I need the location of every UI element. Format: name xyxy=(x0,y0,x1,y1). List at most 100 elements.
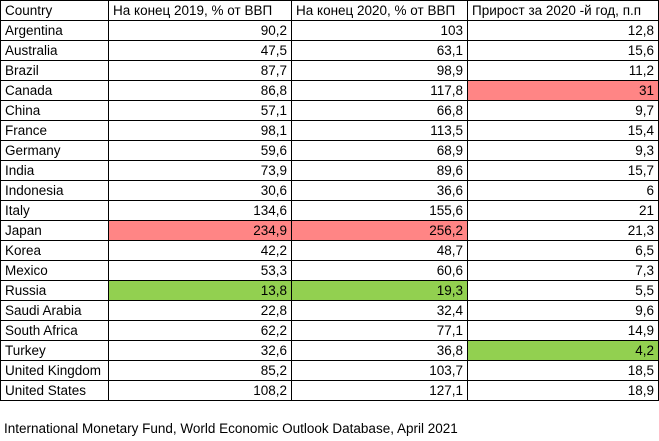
y2019-cell[interactable]: 53,3 xyxy=(108,260,292,281)
country-cell[interactable]: Indonesia xyxy=(0,180,109,201)
table-row: Korea 42,2 48,7 6,5 xyxy=(0,240,659,261)
header-growth[interactable]: Прирост за 2020 -й год, п.п xyxy=(467,0,659,21)
y2019-cell[interactable]: 108,2 xyxy=(108,380,292,401)
growth-cell[interactable]: 6,5 xyxy=(467,240,659,261)
header-country[interactable]: Country xyxy=(0,0,109,21)
growth-cell[interactable]: 18,5 xyxy=(467,360,659,381)
y2019-cell[interactable]: 98,1 xyxy=(108,120,292,141)
y2020-cell[interactable]: 19,3 xyxy=(291,280,468,301)
y2020-cell[interactable]: 155,6 xyxy=(291,200,468,221)
y2020-cell[interactable]: 113,5 xyxy=(291,120,468,141)
y2019-cell[interactable]: 73,9 xyxy=(108,160,292,181)
country-cell[interactable]: Australia xyxy=(0,40,109,61)
growth-cell[interactable]: 31 xyxy=(467,80,659,101)
y2019-cell[interactable]: 234,9 xyxy=(108,220,292,241)
country-cell[interactable]: Brazil xyxy=(0,60,109,81)
country-cell[interactable]: Argentina xyxy=(0,20,109,41)
y2019-cell[interactable]: 86,8 xyxy=(108,80,292,101)
y2020-cell[interactable]: 89,6 xyxy=(291,160,468,181)
country-cell[interactable]: India xyxy=(0,160,109,181)
table-row: Australia 47,5 63,1 15,6 xyxy=(0,40,659,61)
table-row: Canada 86,8 117,8 31 xyxy=(0,80,659,101)
y2019-cell[interactable]: 59,6 xyxy=(108,140,292,161)
y2020-cell[interactable]: 63,1 xyxy=(291,40,468,61)
y2019-cell[interactable]: 47,5 xyxy=(108,40,292,61)
y2020-cell[interactable]: 48,7 xyxy=(291,240,468,261)
y2019-cell[interactable]: 85,2 xyxy=(108,360,292,381)
growth-cell[interactable]: 15,6 xyxy=(467,40,659,61)
growth-cell[interactable]: 11,2 xyxy=(467,60,659,81)
table-row: Mexico 53,3 60,6 7,3 xyxy=(0,260,659,281)
country-cell[interactable]: Italy xyxy=(0,200,109,221)
country-cell[interactable]: Russia xyxy=(0,280,109,301)
country-cell[interactable]: South Africa xyxy=(0,320,109,341)
table-row: Turkey 32,6 36,8 4,2 xyxy=(0,340,659,361)
growth-cell[interactable]: 5,5 xyxy=(467,280,659,301)
y2020-cell[interactable]: 68,9 xyxy=(291,140,468,161)
country-cell[interactable]: Saudi Arabia xyxy=(0,300,109,321)
source-note: International Monetary Fund, World Econo… xyxy=(4,421,458,436)
table-row: South Africa 62,2 77,1 14,9 xyxy=(0,320,659,341)
table-row: China 57,1 66,8 9,7 xyxy=(0,100,659,121)
growth-cell[interactable]: 21 xyxy=(467,200,659,221)
growth-cell[interactable]: 9,6 xyxy=(467,300,659,321)
debt-table: Country На конец 2019, % от ВВП На конец… xyxy=(0,0,659,401)
country-cell[interactable]: United States xyxy=(0,380,109,401)
growth-cell[interactable]: 9,7 xyxy=(467,100,659,121)
growth-cell[interactable]: 15,4 xyxy=(467,120,659,141)
table-row: Saudi Arabia 22,8 32,4 9,6 xyxy=(0,300,659,321)
y2020-cell[interactable]: 77,1 xyxy=(291,320,468,341)
y2020-cell[interactable]: 103 xyxy=(291,20,468,41)
header-2019[interactable]: На конец 2019, % от ВВП xyxy=(108,0,292,21)
y2020-cell[interactable]: 36,6 xyxy=(291,180,468,201)
y2020-cell[interactable]: 32,4 xyxy=(291,300,468,321)
growth-cell[interactable]: 21,3 xyxy=(467,220,659,241)
table-row: United States 108,2 127,1 18,9 xyxy=(0,380,659,401)
y2019-cell[interactable]: 42,2 xyxy=(108,240,292,261)
y2019-cell[interactable]: 90,2 xyxy=(108,20,292,41)
country-cell[interactable]: United Kingdom xyxy=(0,360,109,381)
country-cell[interactable]: Canada xyxy=(0,80,109,101)
country-cell[interactable]: Korea xyxy=(0,240,109,261)
header-2020[interactable]: На конец 2020, % от ВВП xyxy=(291,0,468,21)
growth-cell[interactable]: 6 xyxy=(467,180,659,201)
y2019-cell[interactable]: 134,6 xyxy=(108,200,292,221)
y2020-cell[interactable]: 103,7 xyxy=(291,360,468,381)
country-cell[interactable]: China xyxy=(0,100,109,121)
y2019-cell[interactable]: 62,2 xyxy=(108,320,292,341)
y2020-cell[interactable]: 98,9 xyxy=(291,60,468,81)
country-cell[interactable]: France xyxy=(0,120,109,141)
country-cell[interactable]: Germany xyxy=(0,140,109,161)
table-row: Italy 134,6 155,6 21 xyxy=(0,200,659,221)
table-row: Germany 59,6 68,9 9,3 xyxy=(0,140,659,161)
country-cell[interactable]: Turkey xyxy=(0,340,109,361)
growth-cell[interactable]: 18,9 xyxy=(467,380,659,401)
y2020-cell[interactable]: 60,6 xyxy=(291,260,468,281)
y2020-cell[interactable]: 117,8 xyxy=(291,80,468,101)
growth-cell[interactable]: 12,8 xyxy=(467,20,659,41)
y2019-cell[interactable]: 30,6 xyxy=(108,180,292,201)
table-row: France 98,1 113,5 15,4 xyxy=(0,120,659,141)
country-cell[interactable]: Mexico xyxy=(0,260,109,281)
y2020-cell[interactable]: 127,1 xyxy=(291,380,468,401)
table-row: Indonesia 30,6 36,6 6 xyxy=(0,180,659,201)
y2020-cell[interactable]: 36,8 xyxy=(291,340,468,361)
table-row: Brazil 87,7 98,9 11,2 xyxy=(0,60,659,81)
growth-cell[interactable]: 15,7 xyxy=(467,160,659,181)
y2020-cell[interactable]: 66,8 xyxy=(291,100,468,121)
growth-cell[interactable]: 4,2 xyxy=(467,340,659,361)
table-row: Argentina 90,2 103 12,8 xyxy=(0,20,659,41)
y2019-cell[interactable]: 32,6 xyxy=(108,340,292,361)
growth-cell[interactable]: 7,3 xyxy=(467,260,659,281)
table-row: United Kingdom 85,2 103,7 18,5 xyxy=(0,360,659,381)
growth-cell[interactable]: 9,3 xyxy=(467,140,659,161)
y2019-cell[interactable]: 13,8 xyxy=(108,280,292,301)
y2019-cell[interactable]: 57,1 xyxy=(108,100,292,121)
y2020-cell[interactable]: 256,2 xyxy=(291,220,468,241)
y2019-cell[interactable]: 22,8 xyxy=(108,300,292,321)
y2019-cell[interactable]: 87,7 xyxy=(108,60,292,81)
growth-cell[interactable]: 14,9 xyxy=(467,320,659,341)
country-cell[interactable]: Japan xyxy=(0,220,109,241)
header-row: Country На конец 2019, % от ВВП На конец… xyxy=(0,0,659,21)
table-row: Russia 13,8 19,3 5,5 xyxy=(0,280,659,301)
